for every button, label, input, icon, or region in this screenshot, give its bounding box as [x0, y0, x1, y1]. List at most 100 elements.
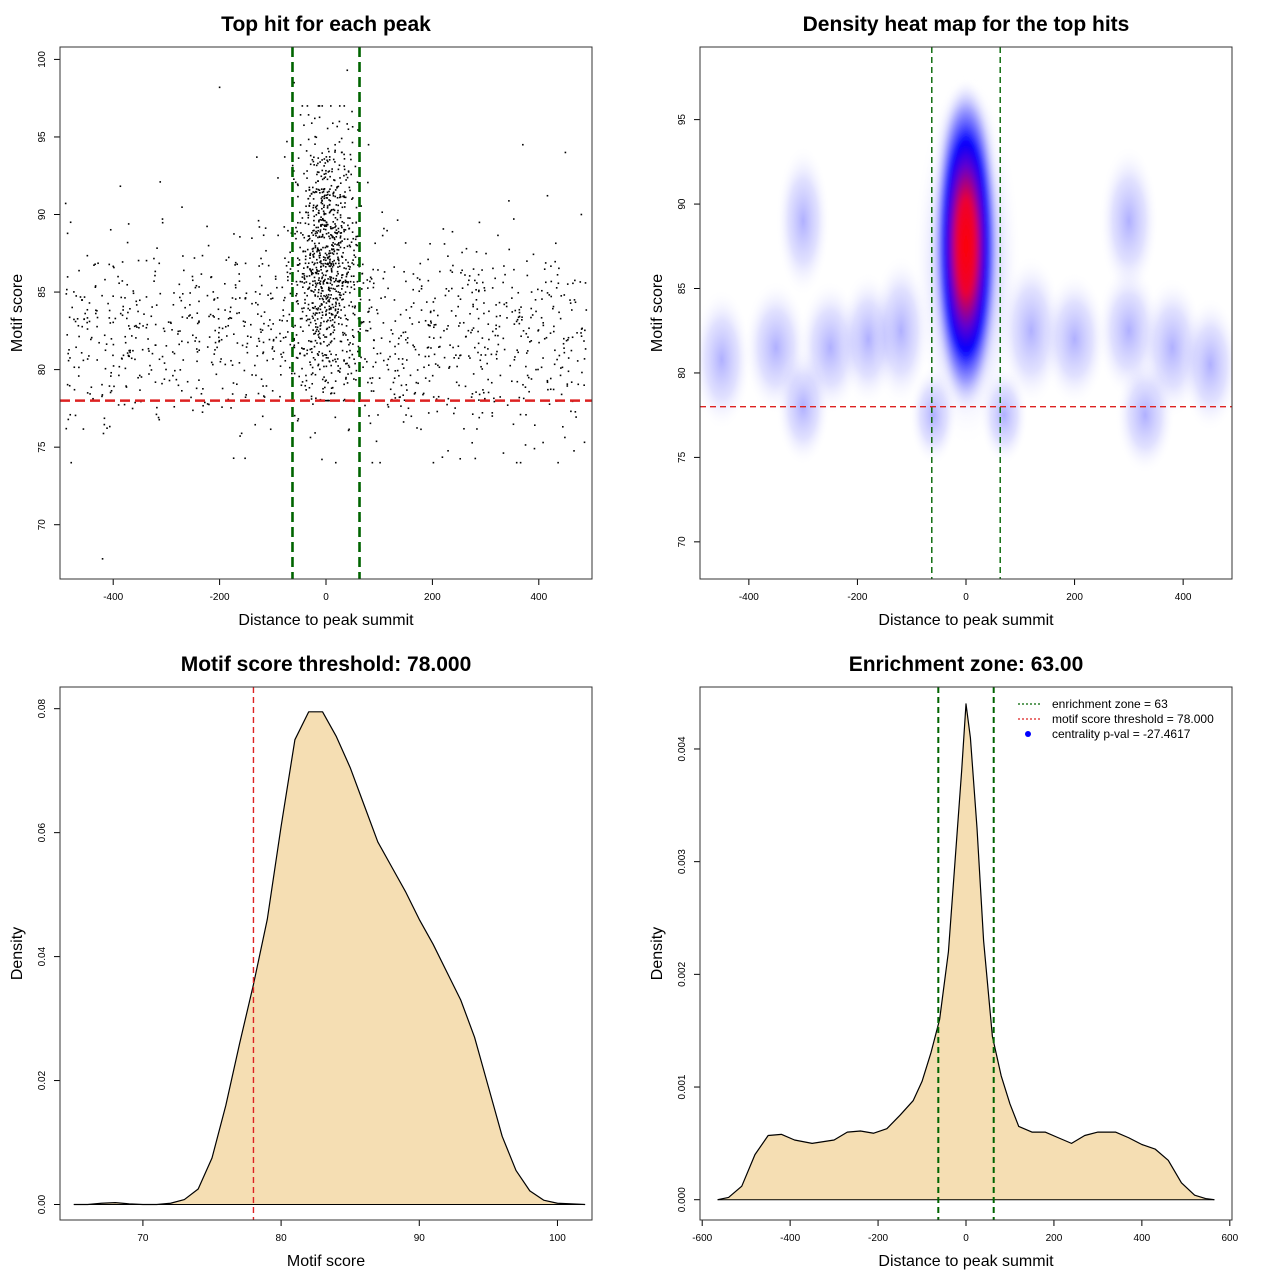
- scatter-point: [315, 271, 318, 274]
- scatter-point: [503, 348, 506, 351]
- scatter-point: [333, 329, 336, 331]
- scatter-point: [65, 427, 68, 430]
- scatter-point: [314, 289, 316, 291]
- scatter-point: [236, 312, 238, 315]
- scatter-point: [336, 186, 339, 188]
- scatter-point: [542, 324, 545, 327]
- scatter-point: [314, 295, 317, 297]
- scatter-point: [472, 268, 475, 270]
- scatter-point: [433, 309, 435, 312]
- scatter-point: [402, 331, 405, 334]
- scatter-point: [179, 369, 182, 371]
- scatter-point: [218, 336, 220, 339]
- scatter-point: [457, 357, 460, 360]
- scatter-point: [350, 301, 353, 303]
- scatter-point: [544, 262, 547, 264]
- density-blob: [1099, 144, 1159, 297]
- scatter-point: [126, 241, 129, 244]
- scatter-point: [315, 181, 317, 184]
- scatter-point: [398, 396, 401, 399]
- scatter-point: [468, 279, 470, 282]
- scatter-point: [444, 294, 447, 297]
- scatter-point: [549, 388, 552, 391]
- y-tick-label: 0.00: [37, 1194, 48, 1214]
- scatter-point: [478, 289, 480, 292]
- scatter-point: [323, 228, 325, 230]
- scatter-point: [319, 266, 322, 268]
- scatter-point: [139, 389, 141, 391]
- scatter-point: [338, 105, 341, 107]
- scatter-point: [467, 283, 469, 286]
- scatter-point: [537, 329, 540, 331]
- scatter-point: [351, 231, 354, 233]
- scatter-point: [334, 461, 337, 464]
- scatter-point: [348, 343, 350, 346]
- scatter-point: [306, 349, 309, 352]
- scatter-point: [90, 336, 93, 339]
- scatter-point: [380, 337, 383, 339]
- scatter-point: [289, 268, 292, 270]
- scatter-point: [343, 267, 345, 269]
- scatter-point: [259, 293, 261, 295]
- scatter-point: [182, 255, 184, 257]
- scatter-point: [324, 162, 327, 164]
- scatter-point: [307, 303, 310, 306]
- scatter-point: [330, 287, 332, 290]
- scatter-point: [506, 404, 509, 406]
- scatter-point: [347, 128, 350, 131]
- scatter-point: [325, 194, 328, 197]
- scatter-point: [343, 359, 345, 361]
- scatter-point: [322, 334, 325, 336]
- scatter-point: [428, 355, 430, 358]
- y-axis-label: Density: [9, 927, 26, 980]
- scatter-point: [329, 282, 332, 285]
- scatter-point: [305, 205, 307, 208]
- scatter-point: [347, 281, 349, 284]
- scatter-point: [338, 259, 340, 262]
- scatter-point: [311, 302, 314, 304]
- scatter-point: [323, 236, 326, 239]
- scatter-point: [338, 262, 340, 265]
- scatter-point: [522, 143, 524, 146]
- scatter-point: [574, 279, 576, 282]
- scatter-point: [327, 288, 330, 291]
- scatter-point: [527, 336, 529, 338]
- scatter-point: [346, 69, 349, 72]
- scatter-point: [343, 306, 346, 308]
- scatter-point: [127, 223, 130, 225]
- scatter-point: [415, 381, 418, 384]
- scatter-point: [297, 221, 299, 224]
- scatter-point: [177, 330, 180, 333]
- scatter-point: [330, 372, 333, 374]
- scatter-point: [316, 353, 319, 355]
- scatter-point: [336, 299, 339, 301]
- scatter-point: [313, 333, 315, 335]
- scatter-point: [297, 418, 300, 420]
- scatter-point: [493, 400, 496, 403]
- scatter-point: [108, 425, 111, 428]
- scatter-point: [321, 359, 324, 362]
- scatter-point: [439, 270, 441, 273]
- scatter-point: [498, 301, 501, 304]
- scatter-point: [227, 324, 230, 327]
- scatter-point: [70, 461, 73, 464]
- scatter-point: [174, 369, 176, 372]
- scatter-point: [326, 399, 328, 402]
- scatter-point: [303, 273, 305, 275]
- scatter-point: [326, 327, 329, 330]
- scatter-point: [134, 358, 136, 361]
- scatter-point: [341, 284, 344, 287]
- scatter-point: [343, 168, 346, 171]
- scatter-point: [330, 268, 333, 270]
- scatter-point: [277, 177, 279, 179]
- scatter-point: [315, 272, 318, 275]
- scatter-point: [541, 289, 543, 292]
- scatter-point: [315, 188, 318, 190]
- scatter-point: [296, 357, 299, 359]
- scatter-point: [349, 280, 352, 283]
- scatter-point: [315, 230, 317, 233]
- scatter-point: [238, 280, 241, 282]
- scatter-point: [321, 289, 323, 292]
- scatter-point: [550, 295, 553, 298]
- scatter-point: [446, 403, 448, 406]
